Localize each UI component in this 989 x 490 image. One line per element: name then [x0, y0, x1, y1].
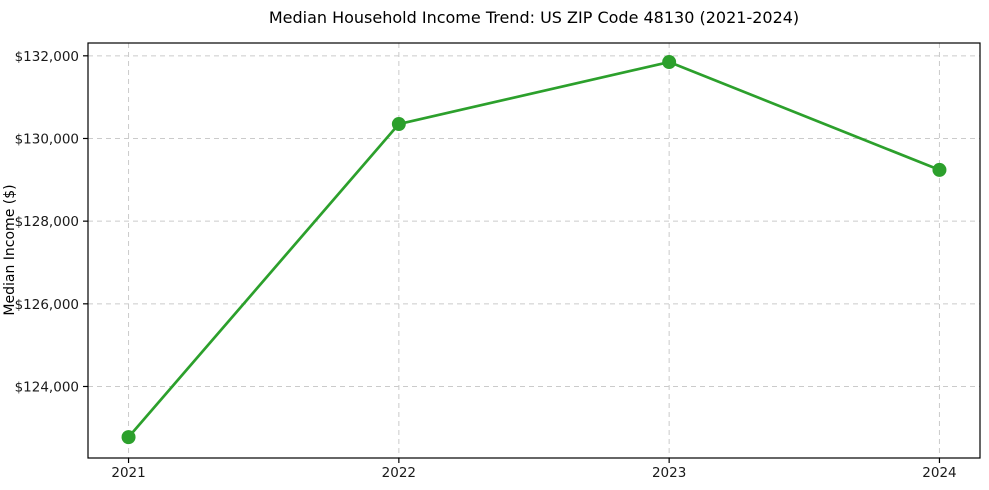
- y-tick-label: $130,000: [15, 131, 79, 147]
- axis-layer: $124,000 $126,000 $128,000 $130,000 $132,000…: [15, 49, 957, 481]
- grid-layer: [88, 43, 980, 458]
- y-axis-title: Median Income ($): [2, 184, 18, 315]
- chart-title: Median Household Income Trend: US ZIP Co…: [269, 8, 799, 27]
- series-layer: [121, 55, 947, 445]
- x-tick-label: 2024: [922, 465, 956, 481]
- plot-border: [87, 42, 981, 459]
- y-tick-label: $126,000: [15, 297, 79, 313]
- data-point-2023: [662, 55, 677, 70]
- x-tick-label: 2022: [382, 465, 416, 481]
- y-tick-label: $124,000: [15, 379, 79, 395]
- y-tick-label: $132,000: [15, 49, 79, 65]
- data-point-2021: [121, 430, 136, 445]
- data-point-2022: [391, 117, 406, 132]
- income-trend-line: [127, 60, 941, 439]
- y-tick-label: $128,000: [15, 214, 79, 230]
- data-point-2024: [932, 162, 947, 177]
- x-tick-label: 2021: [111, 465, 145, 481]
- x-tick-label: 2023: [652, 465, 686, 481]
